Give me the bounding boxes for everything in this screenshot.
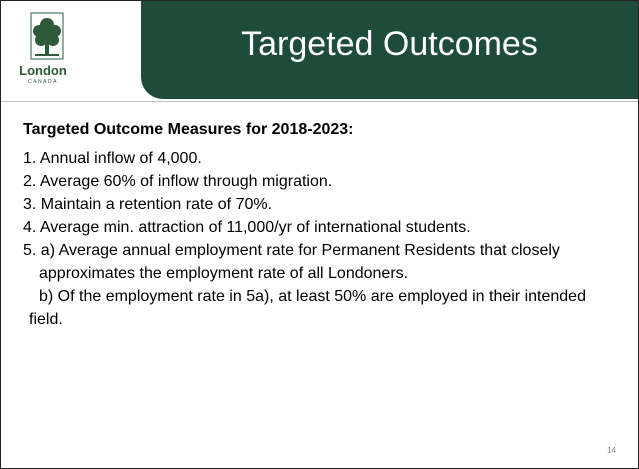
- section-heading: Targeted Outcome Measures for 2018-2023:: [23, 121, 354, 138]
- divider: [1, 101, 638, 102]
- logo-name: London: [19, 63, 67, 78]
- slide-body: Targeted Outcome Measures for 2018-2023:…: [23, 118, 623, 331]
- logo-icon: [30, 12, 64, 60]
- outcome-item: 4. Average min. attraction of 11,000/yr …: [23, 219, 471, 236]
- title-banner: Targeted Outcomes: [141, 1, 638, 99]
- outcome-list: 1. Annual inflow of 4,000. 2. Average 60%…: [23, 147, 623, 331]
- outcome-item: 1. Annual inflow of 4,000.: [23, 150, 202, 167]
- outcome-item: 3. Maintain a retention rate of 70%.: [23, 196, 273, 213]
- outcome-item: 5. a) Average annual employment rate for…: [23, 242, 560, 282]
- outcome-item: b) Of the employment rate in 5a), at lea…: [29, 288, 586, 328]
- page-number: 14: [607, 446, 616, 455]
- outcome-item: 2. Average 60% of inflow through migrati…: [23, 173, 333, 190]
- slide-title: Targeted Outcomes: [241, 25, 538, 63]
- logo-country: CANADA: [28, 79, 58, 85]
